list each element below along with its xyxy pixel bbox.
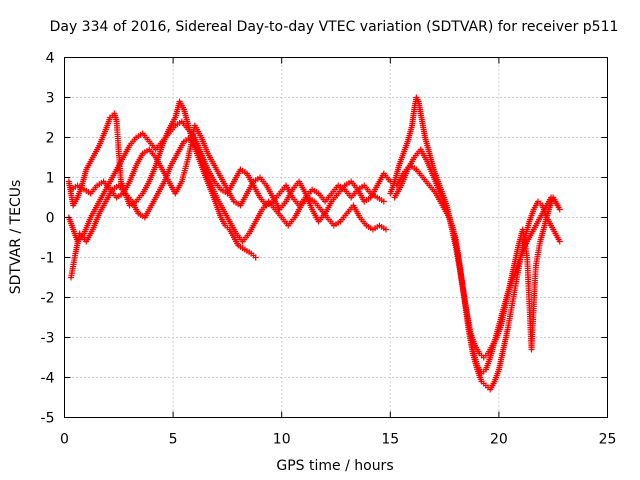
data-point — [554, 202, 561, 209]
data-point — [380, 198, 387, 205]
data-point — [556, 238, 563, 245]
data-point — [556, 206, 563, 213]
y-tick-label: -1 — [41, 251, 55, 267]
y-tick-labels: -5 -4 -3 -2 -1 0 1 2 3 4 — [41, 51, 55, 427]
x-tick-label: 0 — [60, 432, 69, 448]
y-tick-label: -5 — [41, 411, 55, 427]
series-track-4 — [68, 122, 394, 225]
series-track-7 — [391, 146, 561, 361]
data-point — [382, 226, 389, 233]
x-tick-label: 20 — [490, 432, 508, 448]
y-tick-label: 2 — [46, 131, 55, 147]
x-tick-label: 15 — [381, 432, 399, 448]
x-tick-label: 25 — [599, 432, 617, 448]
y-tick-label: 4 — [46, 51, 55, 67]
x-tick-labels: 0 5 10 15 20 25 — [60, 432, 616, 448]
y-tick-label: 3 — [46, 91, 55, 107]
y-tick-label: 0 — [46, 211, 55, 227]
series-track-3 — [68, 134, 389, 281]
y-tick-label: -2 — [41, 291, 55, 307]
x-axis-label: GPS time / hours — [276, 458, 393, 474]
data-points — [65, 94, 563, 393]
x-tick-label: 5 — [169, 432, 178, 448]
plot-frame — [64, 57, 608, 418]
data-point — [252, 254, 259, 261]
y-tick-label: -4 — [41, 371, 55, 387]
axis-ticks — [64, 57, 608, 418]
y-axis-label: SDTVAR / TECUs — [8, 180, 24, 295]
y-tick-label: 1 — [46, 171, 55, 187]
x-tick-label: 10 — [273, 432, 291, 448]
y-tick-label: -3 — [41, 331, 55, 347]
chart-title: Day 334 of 2016, Sidereal Day-to-day VTE… — [50, 19, 619, 35]
